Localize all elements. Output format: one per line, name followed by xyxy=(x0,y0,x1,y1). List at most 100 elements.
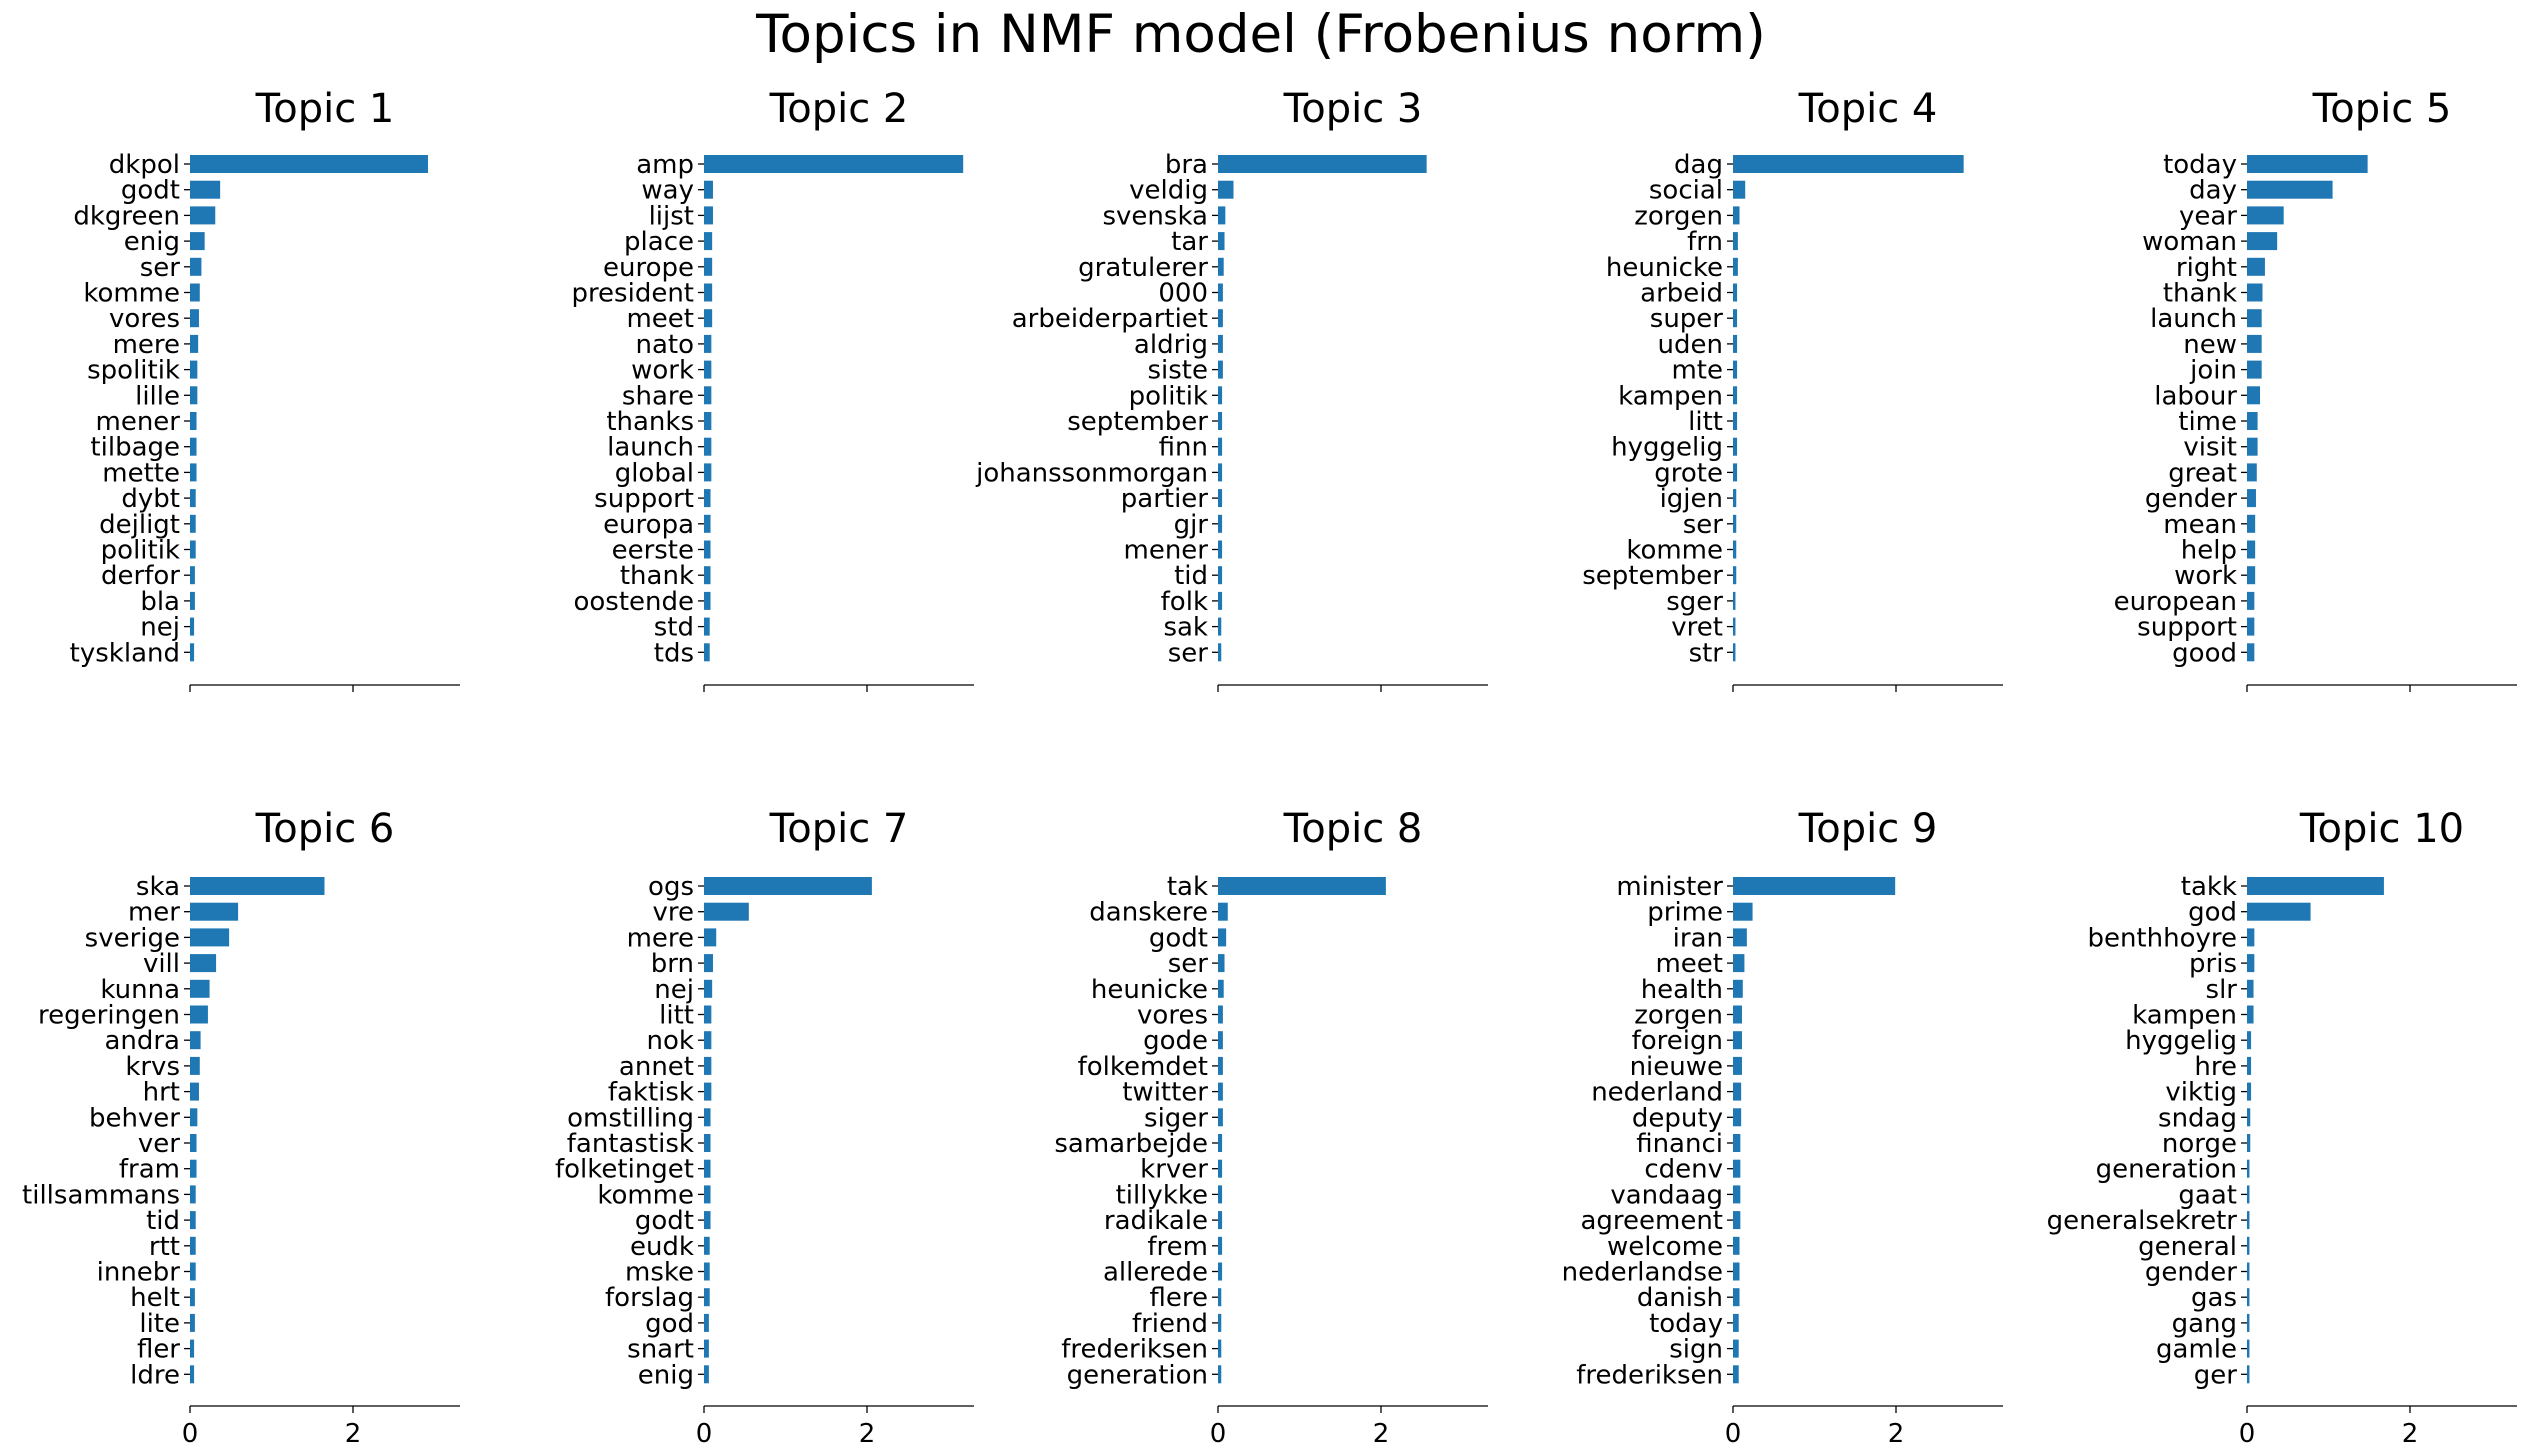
bar xyxy=(704,617,710,636)
y-tick-label: johanssonmorgan xyxy=(975,458,1208,488)
panel-title: Topic 6 xyxy=(255,806,395,852)
y-tick-label: kunna xyxy=(100,975,180,1005)
y-tick-label: godt xyxy=(1149,923,1208,953)
y-tick-label: friend xyxy=(1132,1309,1208,1339)
bar xyxy=(1733,928,1747,947)
y-tick-label: join xyxy=(2189,356,2237,386)
bar xyxy=(1218,1185,1223,1204)
y-tick-label: mske xyxy=(625,1258,694,1288)
bar xyxy=(2247,1365,2250,1384)
y-tick-label: vandaag xyxy=(1610,1180,1723,1210)
bar xyxy=(704,1082,712,1101)
panel-title: Topic 9 xyxy=(1798,806,1938,852)
bar xyxy=(704,902,749,921)
bar xyxy=(2247,360,2262,379)
y-tick-label: annet xyxy=(619,1052,694,1082)
y-tick-label: nederlandse xyxy=(1562,1258,1723,1288)
y-tick-label: gratulerer xyxy=(1078,253,1208,283)
bar xyxy=(2247,540,2256,559)
y-tick-label: aldrig xyxy=(1134,330,1208,360)
bar xyxy=(1218,180,1234,199)
bar xyxy=(704,514,711,533)
y-tick-label: siger xyxy=(1144,1103,1208,1133)
topic-panels: Topic 1dkpolgodtdkgreenenigserkommevores… xyxy=(22,86,2517,1449)
bar xyxy=(1218,1134,1223,1152)
bar xyxy=(190,232,205,251)
y-tick-label: svenska xyxy=(1103,201,1209,231)
y-tick-label: eerste xyxy=(612,536,694,566)
bar xyxy=(190,334,199,353)
y-tick-label: politik xyxy=(1129,381,1208,411)
topic-panel-3: Topic 3braveldigsvenskatargratulerer000a… xyxy=(975,86,1488,692)
bar xyxy=(2247,902,2311,921)
bar xyxy=(1733,1108,1742,1127)
bar xyxy=(1218,1082,1223,1101)
topic-panel-6: Topic 6 skamersverigevillkunnaregeringena… xyxy=(22,806,460,1449)
bar xyxy=(704,877,872,895)
y-tick-label: welcome xyxy=(1607,1232,1723,1262)
bar xyxy=(704,283,713,302)
bar xyxy=(1218,566,1223,585)
bar xyxy=(190,1159,197,1178)
bar xyxy=(2247,155,2368,173)
y-tick-label: generation xyxy=(2096,1155,2237,1185)
bar xyxy=(1733,180,1746,199)
bar xyxy=(1218,1288,1222,1307)
y-tick-label: european xyxy=(2114,587,2237,617)
y-tick-label: innebr xyxy=(97,1258,181,1288)
bar xyxy=(2247,1262,2250,1281)
bar xyxy=(2247,1134,2251,1152)
panel-title: Topic 7 xyxy=(769,806,909,852)
y-tick-label: hre xyxy=(2194,1052,2237,1082)
bar xyxy=(190,1288,195,1307)
y-tick-label: kampen xyxy=(2132,1001,2237,1031)
y-tick-label: foreign xyxy=(1632,1026,1723,1056)
bar xyxy=(1733,1365,1739,1384)
bar xyxy=(1218,309,1223,328)
y-tick-label: godt xyxy=(121,176,180,206)
bar xyxy=(704,1005,712,1024)
bar xyxy=(2247,1056,2252,1075)
y-tick-label: ser xyxy=(140,253,181,283)
bar xyxy=(1733,1236,1740,1255)
y-tick-label: arbeid xyxy=(1640,279,1723,309)
x-tick-label: 0 xyxy=(696,1419,713,1449)
y-tick-label: nederland xyxy=(1591,1078,1723,1108)
y-tick-label: iran xyxy=(1673,923,1723,953)
y-tick-label: frederiksen xyxy=(1061,1335,1208,1365)
y-tick-label: today xyxy=(2163,150,2237,180)
y-tick-label: tillykke xyxy=(1116,1180,1208,1210)
bar xyxy=(1218,257,1224,276)
bar xyxy=(2247,979,2254,998)
bar xyxy=(1218,954,1225,973)
bar xyxy=(704,1313,709,1332)
bar xyxy=(1733,591,1736,610)
y-tick-label: litt xyxy=(659,1001,694,1031)
bar xyxy=(1733,232,1738,251)
y-tick-label: folk xyxy=(1161,587,1208,617)
bar xyxy=(704,954,713,973)
bar xyxy=(1733,206,1740,225)
bar xyxy=(190,1031,201,1050)
bar xyxy=(190,902,239,921)
bar xyxy=(704,1159,711,1178)
y-tick-label: behver xyxy=(89,1103,180,1133)
y-tick-label: support xyxy=(2137,613,2237,643)
topic-panel-9: Topic 9 ministerprimeiranmeethealthzorgen… xyxy=(1562,806,2003,1449)
bar xyxy=(1733,437,1738,456)
bar xyxy=(190,463,197,482)
bar xyxy=(1218,540,1223,559)
bar xyxy=(190,1185,196,1204)
bar xyxy=(190,180,221,199)
bar xyxy=(1733,463,1738,482)
bar xyxy=(190,1134,197,1152)
bar xyxy=(1733,566,1737,585)
bar xyxy=(1218,489,1223,508)
y-tick-label: vret xyxy=(1671,613,1723,643)
bar xyxy=(1218,206,1226,225)
bar xyxy=(190,206,216,225)
bar xyxy=(704,591,711,610)
y-tick-label: financi xyxy=(1636,1129,1723,1159)
y-tick-label: support xyxy=(594,484,694,514)
y-tick-label: norge xyxy=(2162,1129,2237,1159)
